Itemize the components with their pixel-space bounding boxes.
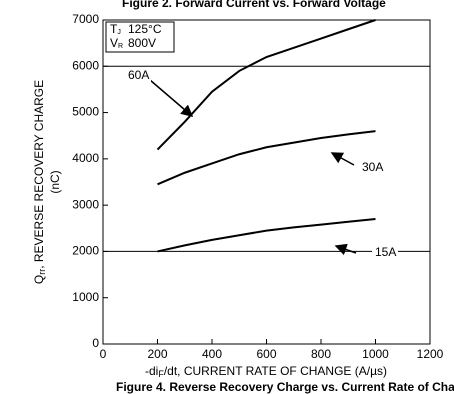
x-tick-label: 200 (147, 347, 167, 361)
x-tick-label: 800 (311, 347, 331, 361)
y-tick-label: 7000 (72, 12, 99, 26)
series-line (157, 218, 376, 253)
y-tick-label: 2000 (72, 244, 99, 258)
x-tick-label: 1200 (417, 347, 444, 361)
label-bg (359, 161, 385, 175)
x-tick-label: 0 (100, 347, 107, 361)
y-tick-label: 0 (92, 336, 99, 350)
cond-sub: R (118, 43, 123, 50)
y-label-unit: (nC) (48, 170, 62, 193)
y-tick-label: 5000 (72, 105, 99, 119)
y-label-sub: rr (37, 269, 47, 275)
y-tick-label: 6000 (72, 58, 99, 72)
series-line (156, 19, 376, 151)
leader-arrow (149, 79, 194, 117)
conditions-box (105, 21, 175, 53)
cond-symbol: V (110, 36, 118, 50)
leader-arrow (334, 243, 357, 256)
cond-value: 800V (128, 36, 156, 50)
y-tick-label: 4000 (72, 151, 99, 165)
x-label-sub: F (158, 369, 164, 379)
x-tick-label: 1000 (362, 347, 389, 361)
y-axis-label: Qrr, REVERSE RECOVERY CHARGE (nC) (32, 80, 62, 284)
y-label-symbol: Q (32, 275, 46, 284)
x-tick-label: 400 (202, 347, 222, 361)
y-label-text: , REVERSE RECOVERY CHARGE (32, 80, 46, 269)
plot-frame (102, 19, 431, 345)
cond-value: 125°C (128, 22, 162, 36)
series-label: 15A (375, 245, 396, 259)
cond-symbol: T (110, 22, 118, 36)
y-label-line: Qrr, REVERSE RECOVERY CHARGE (32, 80, 47, 284)
condition: VR 800V (110, 36, 156, 50)
y-tick-label: 3000 (72, 197, 99, 211)
chart-title: Figure 4. Reverse Recovery Charge vs. Cu… (116, 380, 454, 394)
series-label: 60A (128, 68, 149, 82)
label-bg (125, 69, 151, 83)
y-tick-label: 1000 (72, 290, 99, 304)
top-caption: Figure 2. Forward Current vs. Forward Vo… (122, 0, 386, 10)
x-axis-label: -diF/dt, CURRENT RATE OF CHANGE (A/µs) (145, 364, 387, 379)
x-label-text: /dt, CURRENT RATE OF CHANGE (A/µs) (164, 364, 387, 378)
leader-arrow (330, 152, 355, 166)
cond-sub: J (117, 29, 121, 36)
x-tick-label: 600 (256, 347, 276, 361)
series-line (157, 130, 376, 186)
x-label-prefix: -di (145, 364, 158, 378)
condition: TJ 125°C (110, 22, 162, 36)
label-bg (372, 246, 398, 260)
series-label: 30A (362, 160, 383, 174)
